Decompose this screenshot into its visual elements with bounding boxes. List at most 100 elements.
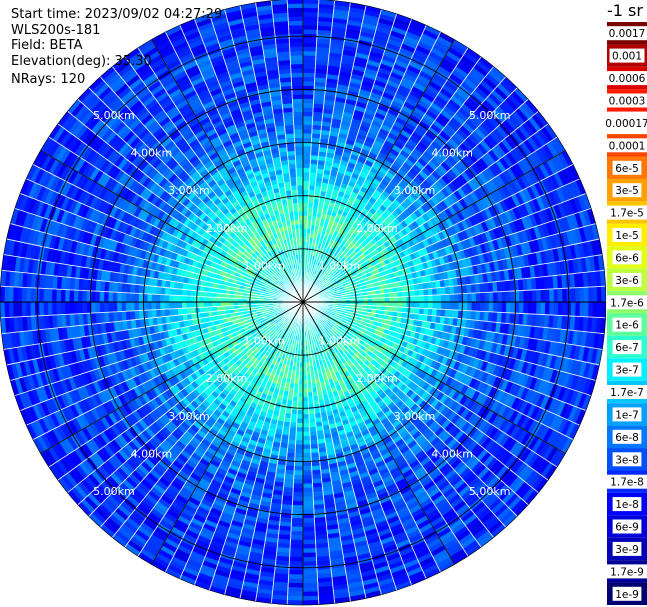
range-ring-label: 1.00km [243,259,285,272]
colorbar-cell [607,380,647,404]
elevation-label: Elevation(deg): 35.30 [11,54,152,69]
range-ring-labels: 1.00km 1.00km 1.00km 1.00km 2.00km 2.00km 2.00… [93,109,510,498]
colorbar-cell [607,89,647,112]
range-ring-label: 5.00km [93,109,135,122]
azimuth-spoke [40,301,304,454]
colorbar-label-bg [612,317,642,332]
azimuth-spoke [40,150,304,303]
range-ring-label: 5.00km [469,109,511,122]
range-ring-label: 4.00km [131,447,173,460]
colorbar-label: 1.7e-9 [610,566,644,578]
colorbar-label-bg [606,474,647,489]
colorbar-label-bg [606,564,647,579]
colorbar-cell [607,66,647,90]
colorbar-cell [607,201,647,224]
colorbar-label-bg [606,385,647,399]
colorbar-label-bg [603,115,647,130]
colorbar-label: 3e-6 [615,275,639,287]
colorbar-label-bg [609,48,645,63]
range-ring-label: 4.00km [131,147,173,160]
colorbar-label-bg [612,497,642,512]
colorbar-label: 3e-8 [615,454,639,466]
colorbar-label-bg [612,160,642,175]
colorbar-cell [607,246,647,269]
colorbar-cell [607,22,647,45]
colorbar-label-bg [612,407,642,422]
colorbar-label: 6e-8 [615,432,639,444]
colorbar-label: 6e-5 [615,163,639,175]
range-ring-label: 2.00km [356,372,398,385]
colorbar-label: 6e-7 [615,342,639,354]
colorbar-label: 3e-7 [615,365,639,377]
range-ring-label: 1.00km [243,335,285,348]
colorbar-cell [607,223,647,247]
colorbar-cell [607,111,647,135]
colorbar-label-bg [612,340,642,355]
azimuth-spoke [302,39,455,303]
colorbar-label: 1.7e-6 [610,297,644,309]
colorbar-label: 6e-9 [615,522,639,534]
nrays-label: NRays: 120 [11,72,86,87]
colorbar-label-bg [612,586,642,601]
colorbar-cell [607,560,647,583]
colorbar-cell [607,582,647,605]
colorbar-label: 1e-6 [615,320,639,332]
azimuth-spoke [302,150,566,303]
range-ring-label: 2.00km [356,222,398,235]
colorbar-label: 6e-6 [615,252,639,264]
azimuth-spoke [302,301,566,454]
colorbar-label-bg [606,205,647,220]
colorbar-cell [607,515,647,538]
colorbar-label: 0.0006 [609,73,646,85]
colorbar-label-bg [612,519,642,534]
colorbar-label-bg [606,93,647,108]
colorbar-label-bg [612,228,642,242]
device-label: WLS200s-181 [11,23,101,38]
colorbar-cell [607,178,647,202]
colorbar-label: 1.7e-8 [610,477,644,489]
colorbar-label-bg [606,138,647,153]
colorbar-unit-label: -1 sr [607,1,643,20]
colorbar-label: 1e-7 [615,409,639,421]
colorbar-label: 1.7e-7 [610,387,644,399]
range-ring-label: 4.00km [431,147,473,160]
colorbar-cell [607,156,647,179]
colorbar-cell [607,134,647,157]
colorbar-label: 1e-9 [615,589,639,601]
colorbar-cell [607,448,647,471]
colorbar-cell [607,425,647,449]
range-ring-label: 2.00km [206,222,248,235]
colorbar-label-bg [606,71,647,86]
range-ring-label: 2.00km [206,372,248,385]
colorbar-label: 0.001 [612,51,642,63]
range-ring-label: 1.00km [319,335,361,348]
colorbar-label: 0.0017 [609,28,646,40]
azimuth-spoke [151,39,304,303]
colorbar-cell [607,358,647,381]
colorbar-cell [607,403,647,426]
colorbar-label: 0.0001 [609,140,646,152]
colorbar-label: 1e-5 [615,230,639,242]
range-ring-label: 3.00km [394,410,436,423]
range-ring-label: 5.00km [93,485,135,498]
range-ring-label: 3.00km [168,410,210,423]
azimuth-spoke [151,301,304,565]
colorbar-label-bg [612,362,642,377]
start-time-label: Start time: 2023/09/02 04:27:29 [11,7,223,22]
azimuth-spoke [302,301,455,565]
colorbar-cell [607,313,647,336]
range-ring-label: 3.00km [168,184,210,197]
range-ring-label: 3.00km [394,184,436,197]
colorbar-label: 3e-5 [615,185,639,197]
colorbar-cell [607,335,647,359]
range-ring-label: 4.00km [431,447,473,460]
colorbar-cell [607,470,647,493]
colorbar-label-bg [606,26,647,41]
colorbar-cell [607,268,647,292]
colorbar-cell [607,537,647,561]
colorbar-label-bg [612,250,642,265]
colorbar-cell [607,492,647,516]
colorbar-label: 1e-8 [615,499,639,511]
colorbar-label-bg [606,295,647,310]
colorbar-label-bg [612,429,642,444]
